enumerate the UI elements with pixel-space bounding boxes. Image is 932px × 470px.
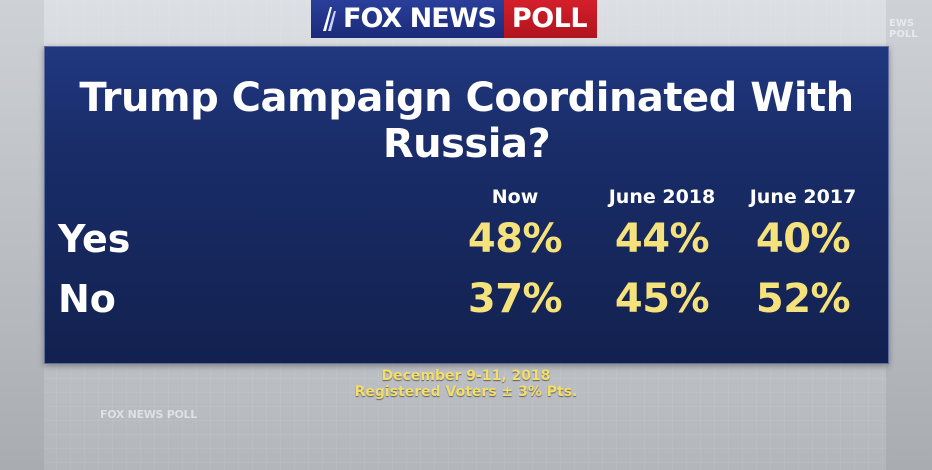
value-yes-june-2017: 40% — [755, 216, 851, 262]
value-yes-now: 48% — [467, 216, 563, 262]
fox-news-wordmark: FOX NEWS — [311, 0, 504, 38]
column-header-now: Now — [491, 186, 539, 208]
survey-dates: December 9-11, 2018 — [381, 368, 551, 384]
faint-logo-left: FOX NEWS POLL — [100, 408, 197, 421]
faint-logo-right: EWS POLL — [889, 18, 918, 40]
survey-sample: Registered Voters ± 3% Pts. — [354, 384, 578, 400]
column-header-june-2017: June 2017 — [749, 186, 857, 208]
row-label-no: No — [58, 277, 116, 321]
poll-text: POLL — [503, 0, 598, 38]
poll-results-panel: Trump Campaign Coordinated With Russia? … — [44, 46, 889, 364]
value-no-june-2018: 45% — [614, 276, 710, 322]
row-label-yes: Yes — [58, 217, 131, 261]
right-backdrop — [886, 0, 932, 470]
fox-searchlight-icon — [323, 7, 336, 31]
value-yes-june-2018: 44% — [614, 216, 710, 262]
left-backdrop — [0, 0, 44, 470]
value-no-june-2017: 52% — [755, 276, 851, 322]
column-header-june-2018: June 2018 — [608, 186, 716, 208]
poll-question-title: Trump Campaign Coordinated With Russia? — [79, 75, 854, 167]
fox-news-poll-logo: FOX NEWS POLL — [311, 0, 598, 38]
fox-news-text: FOX NEWS — [343, 3, 497, 34]
value-no-now: 37% — [467, 276, 563, 322]
